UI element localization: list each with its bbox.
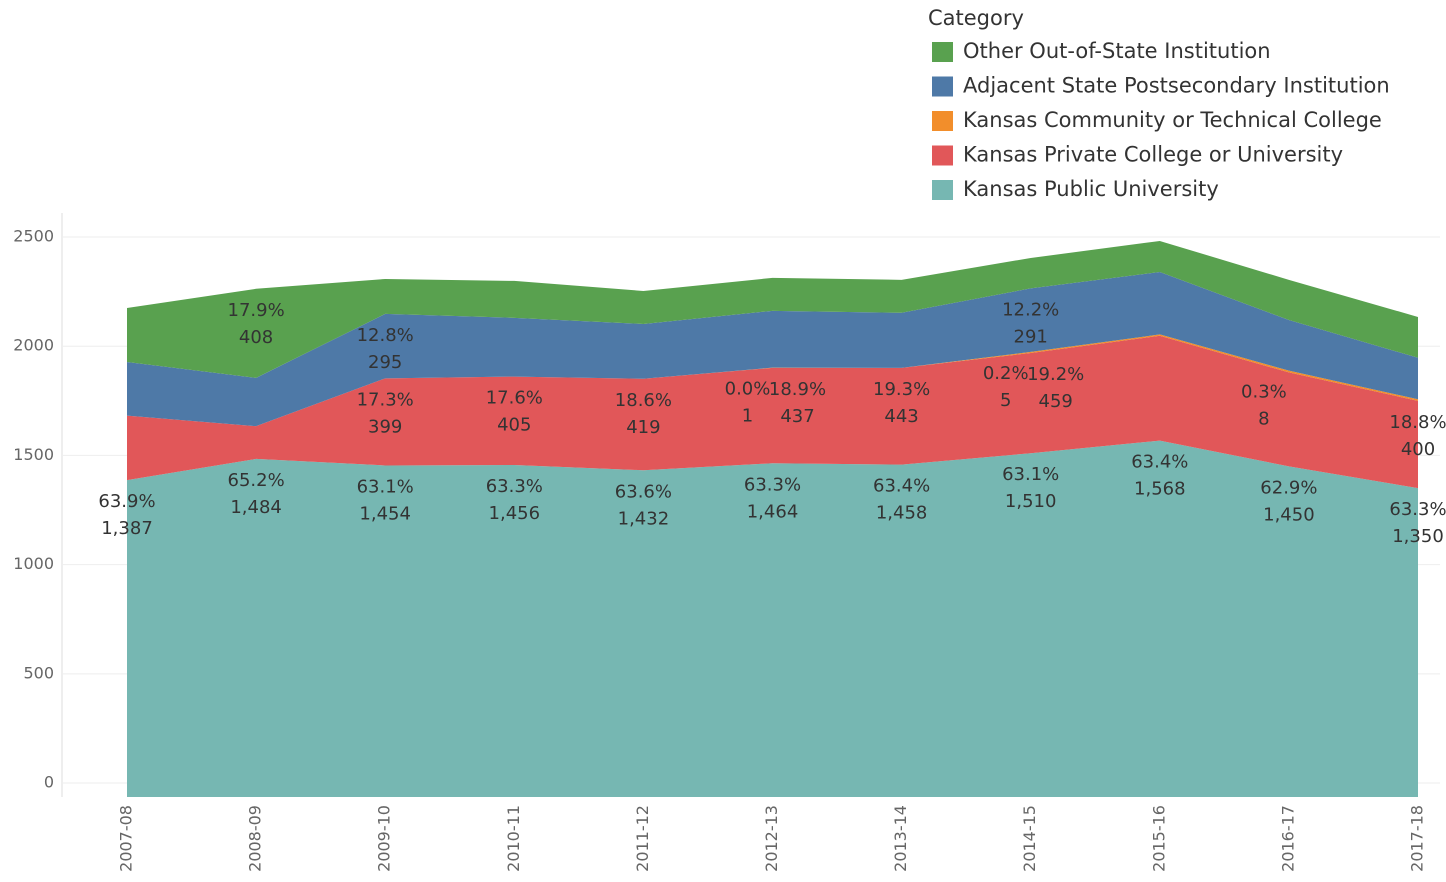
- legend-label: Kansas Community or Technical College: [963, 108, 1382, 132]
- value-label: 1,454: [359, 503, 411, 524]
- pct-label: 18.6%: [615, 390, 672, 411]
- area: [127, 335, 1418, 489]
- pct-label: 0.2%: [983, 363, 1029, 384]
- legend-swatch: [932, 180, 953, 200]
- value-label: 1,458: [876, 503, 928, 524]
- pct-label: 18.8%: [1389, 412, 1446, 433]
- x-tick-label: 2014-15: [1020, 805, 1039, 872]
- pct-label: 65.2%: [228, 470, 285, 491]
- value-label: 1,350: [1392, 526, 1444, 547]
- value-label: 443: [884, 406, 918, 427]
- pct-label: 0.0%: [725, 379, 771, 400]
- pct-label: 63.3%: [486, 476, 543, 497]
- x-tick-label: 2012-13: [762, 805, 781, 872]
- pct-label: 17.6%: [486, 388, 543, 409]
- y-tick-label: 2500: [13, 227, 54, 246]
- value-label: 8: [1258, 409, 1269, 430]
- legend-label: Kansas Public University: [963, 177, 1219, 201]
- value-label: 405: [497, 415, 531, 436]
- value-label: 295: [368, 352, 402, 373]
- pct-label: 12.8%: [357, 325, 414, 346]
- pct-label: 12.2%: [1002, 299, 1059, 320]
- y-tick-label: 0: [44, 773, 54, 792]
- area: [127, 440, 1418, 797]
- value-label: 1,432: [618, 508, 670, 529]
- area: [127, 271, 1418, 427]
- pct-label: 17.3%: [357, 389, 414, 410]
- value-label: 1,456: [489, 503, 541, 524]
- y-tick-label: 1000: [13, 554, 54, 573]
- value-label: 1,510: [1005, 491, 1057, 512]
- y-tick-label: 2000: [13, 336, 54, 355]
- x-tick-label: 2015-16: [1149, 805, 1168, 872]
- x-tick-label: 2010-11: [504, 805, 523, 872]
- pct-label: 62.9%: [1260, 477, 1317, 498]
- x-tick-label: 2008-09: [246, 805, 265, 872]
- y-tick-label: 1500: [13, 445, 54, 464]
- y-tick-label: 500: [23, 663, 54, 682]
- legend-swatch: [932, 145, 953, 166]
- value-label: 399: [368, 416, 402, 437]
- pct-label: 63.3%: [1389, 499, 1446, 520]
- value-label: 419: [626, 417, 660, 438]
- pct-label: 63.3%: [744, 474, 801, 495]
- x-tick-label: 2011-12: [633, 805, 652, 872]
- area: [127, 240, 1418, 378]
- pct-label: 63.4%: [873, 476, 930, 497]
- pct-label: 63.1%: [357, 476, 414, 497]
- x-tick-label: 2009-10: [375, 805, 394, 872]
- value-label: 408: [239, 327, 273, 348]
- legend-label: Adjacent State Postsecondary Institution: [963, 74, 1390, 98]
- x-tick-label: 2013-14: [891, 805, 910, 872]
- legend-swatch: [932, 76, 953, 97]
- x-tick-label: 2007-08: [117, 805, 136, 872]
- pct-label: 19.2%: [1027, 364, 1084, 385]
- legend-title: Category: [928, 6, 1024, 30]
- x-tick-label: 2016-17: [1278, 805, 1297, 872]
- pct-label: 63.9%: [98, 491, 155, 512]
- value-label: 1,450: [1263, 504, 1315, 525]
- value-label: 437: [780, 406, 814, 427]
- pct-label: 19.3%: [873, 379, 930, 400]
- legend-label: Other Out-of-State Institution: [963, 39, 1271, 63]
- value-label: 1,464: [747, 501, 799, 522]
- value-label: 291: [1014, 326, 1048, 347]
- value-label: 459: [1039, 391, 1073, 412]
- x-tick-label: 2017-18: [1408, 805, 1427, 872]
- pct-label: 18.9%: [769, 379, 826, 400]
- pct-label: 63.1%: [1002, 464, 1059, 485]
- legend-swatch: [932, 111, 953, 131]
- value-label: 1,387: [101, 518, 153, 539]
- pct-label: 63.6%: [615, 481, 672, 502]
- pct-label: 17.9%: [228, 300, 285, 321]
- value-label: 1,568: [1134, 479, 1186, 500]
- legend-swatch: [932, 42, 953, 62]
- value-label: 5: [1000, 390, 1011, 411]
- pct-label: 63.4%: [1131, 452, 1188, 473]
- value-label: 1: [742, 406, 753, 427]
- value-label: 400: [1401, 439, 1435, 460]
- legend-label: Kansas Private College or University: [963, 143, 1343, 167]
- value-label: 1,484: [230, 497, 282, 518]
- pct-label: 0.3%: [1241, 382, 1287, 403]
